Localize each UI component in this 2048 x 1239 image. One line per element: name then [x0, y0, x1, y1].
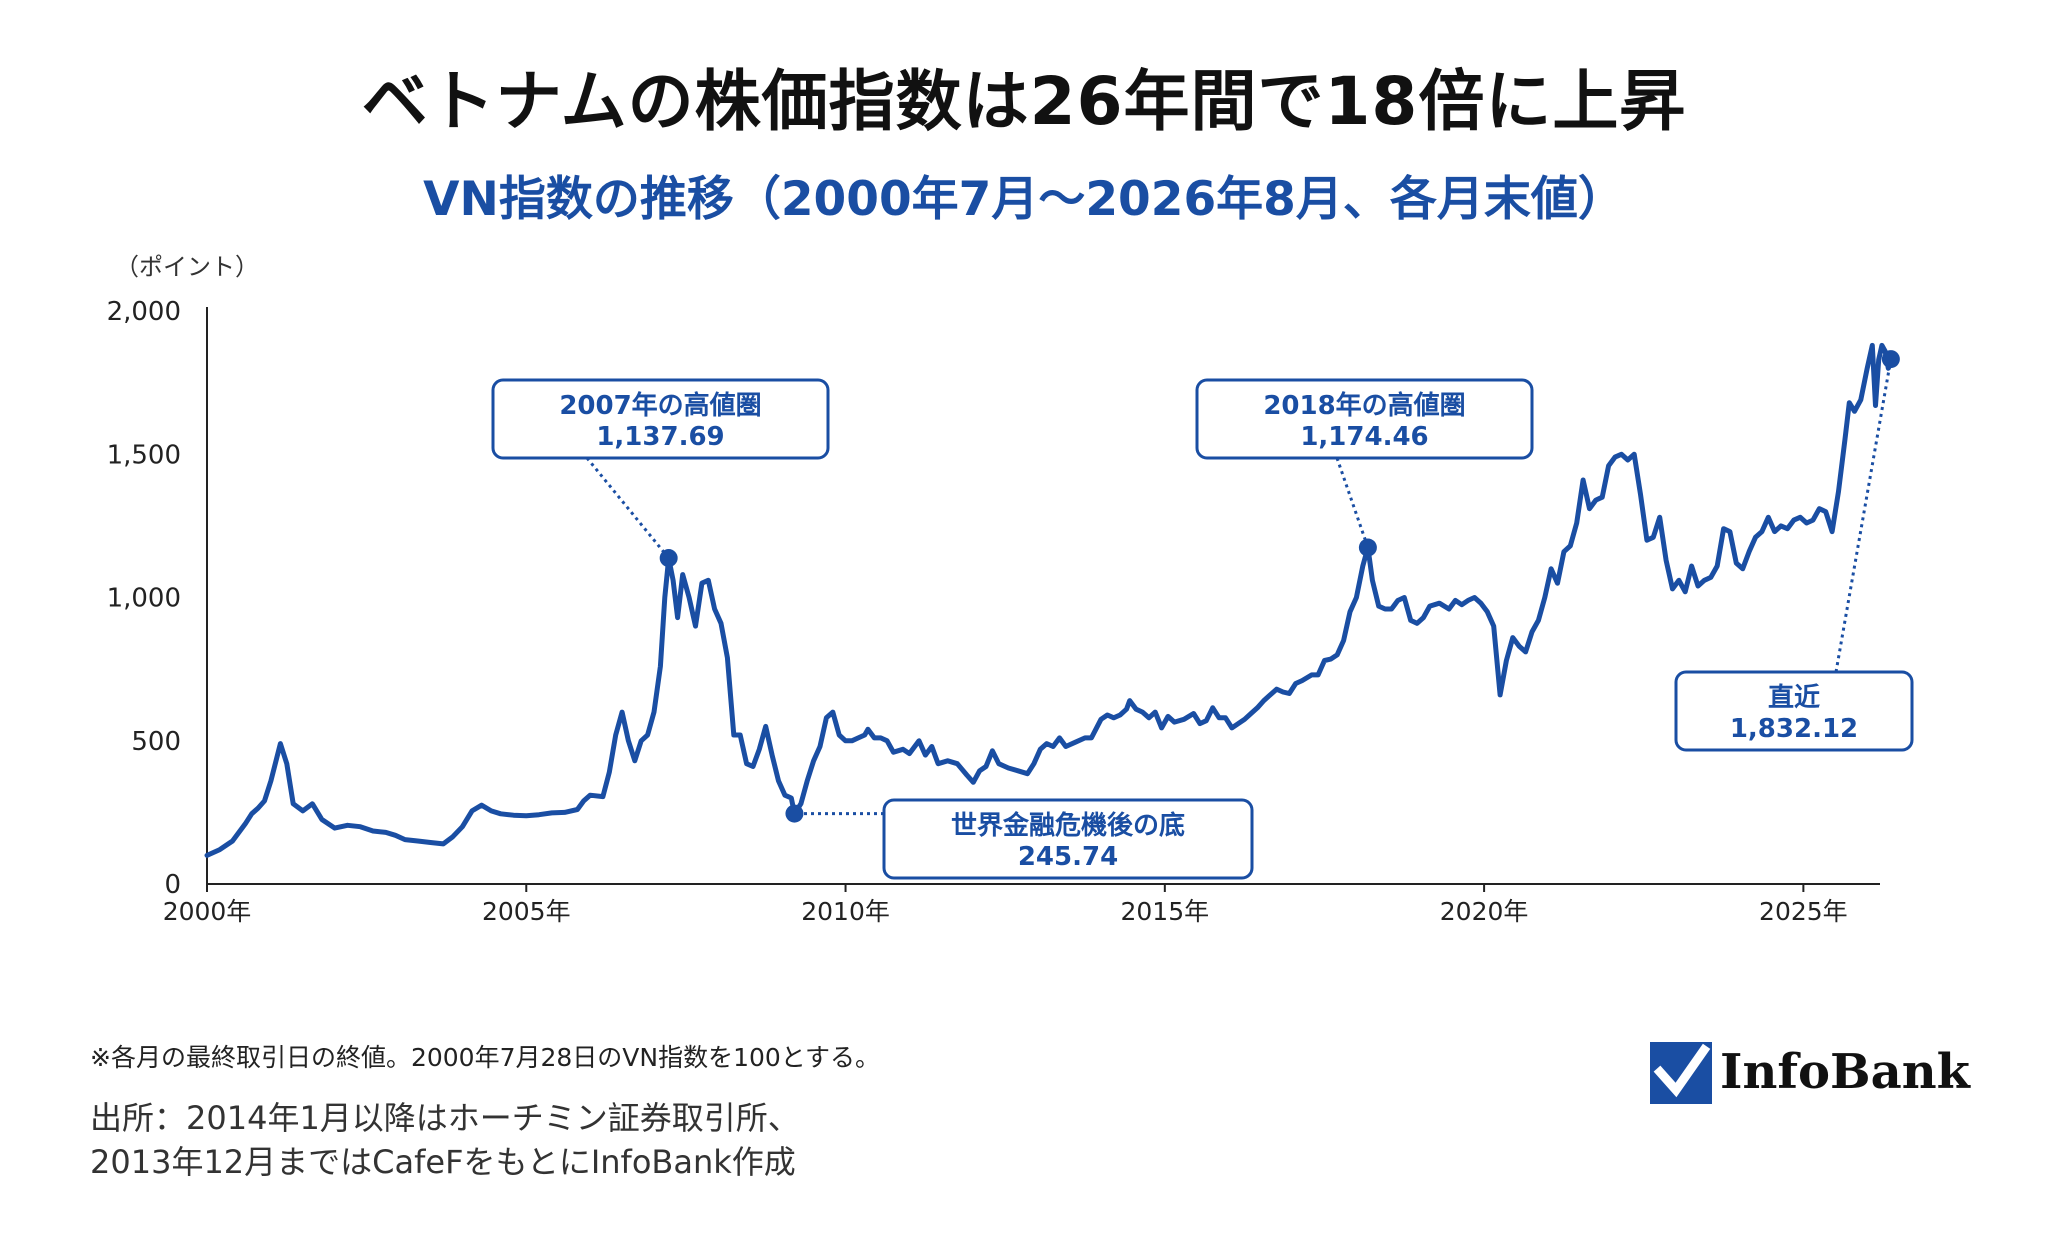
x-tick-label: 2025年	[1759, 897, 1848, 926]
x-tick-label: 2010年	[801, 897, 890, 926]
source-note: 出所：2014年1月以降はホーチミン証券取引所、 2013年12月まではCafe…	[90, 1096, 800, 1184]
x-tick-label: 2005年	[482, 897, 571, 926]
annotation-marker	[1358, 538, 1377, 557]
y-tick-label: 500	[131, 727, 181, 757]
annotation-box	[491, 378, 830, 460]
annotation-leader-line	[585, 457, 670, 560]
page-title: ベトナムの株価指数は26年間で18倍に上昇	[361, 63, 1687, 140]
annotation-label: 世界金融危機後の底	[951, 810, 1185, 841]
x-tick-label: 2020年	[1440, 897, 1529, 926]
annotation-value: 245.74	[1018, 842, 1118, 872]
x-tick-label: 2015年	[1121, 897, 1210, 926]
annotation-label: 2018年の高値圏	[1263, 390, 1465, 421]
annotation-label: 直近	[1768, 683, 1820, 713]
annotation-value: 1,174.46	[1300, 422, 1428, 452]
annotation-value: 1,137.69	[596, 422, 724, 452]
footnote: ※各月の最終取引日の終値。2000年7月28日のVN指数を100とする。	[90, 1043, 881, 1072]
infobank-logo: InfoBank	[1650, 1040, 1970, 1110]
annotation-box	[1674, 670, 1914, 752]
annotation-leader-line	[1335, 457, 1370, 549]
y-unit-label: （ポイント）	[115, 253, 259, 281]
source-line-2: 2013年12月まではCafeFをもとにInfoBank作成	[90, 1143, 796, 1181]
y-tick-label: 0	[164, 870, 181, 900]
source-line-1: 出所：2014年1月以降はホーチミン証券取引所、	[90, 1099, 800, 1137]
x-tick-label: 2000年	[163, 897, 252, 926]
annotation-value: 1,832.12	[1730, 714, 1858, 744]
y-tick-label: 1,500	[107, 440, 181, 470]
chart-subtitle: VN指数の推移（2000年7月～2026年8月、各月末値）	[423, 172, 1625, 227]
y-tick-label: 2,000	[107, 297, 181, 327]
checkmark-icon	[1650, 1042, 1712, 1104]
annotation-label: 2007年の高値圏	[559, 390, 761, 421]
annotation-marker	[1881, 350, 1900, 369]
logo-text: InfoBank	[1720, 1044, 1970, 1100]
y-tick-label: 1,000	[107, 584, 181, 614]
series-line-vn-index	[204, 342, 1894, 858]
annotation-box	[882, 798, 1254, 880]
annotation-marker	[659, 549, 678, 568]
annotation-marker	[785, 804, 804, 823]
annotation-leader-line	[1834, 358, 1893, 673]
annotation-box	[1195, 378, 1534, 460]
